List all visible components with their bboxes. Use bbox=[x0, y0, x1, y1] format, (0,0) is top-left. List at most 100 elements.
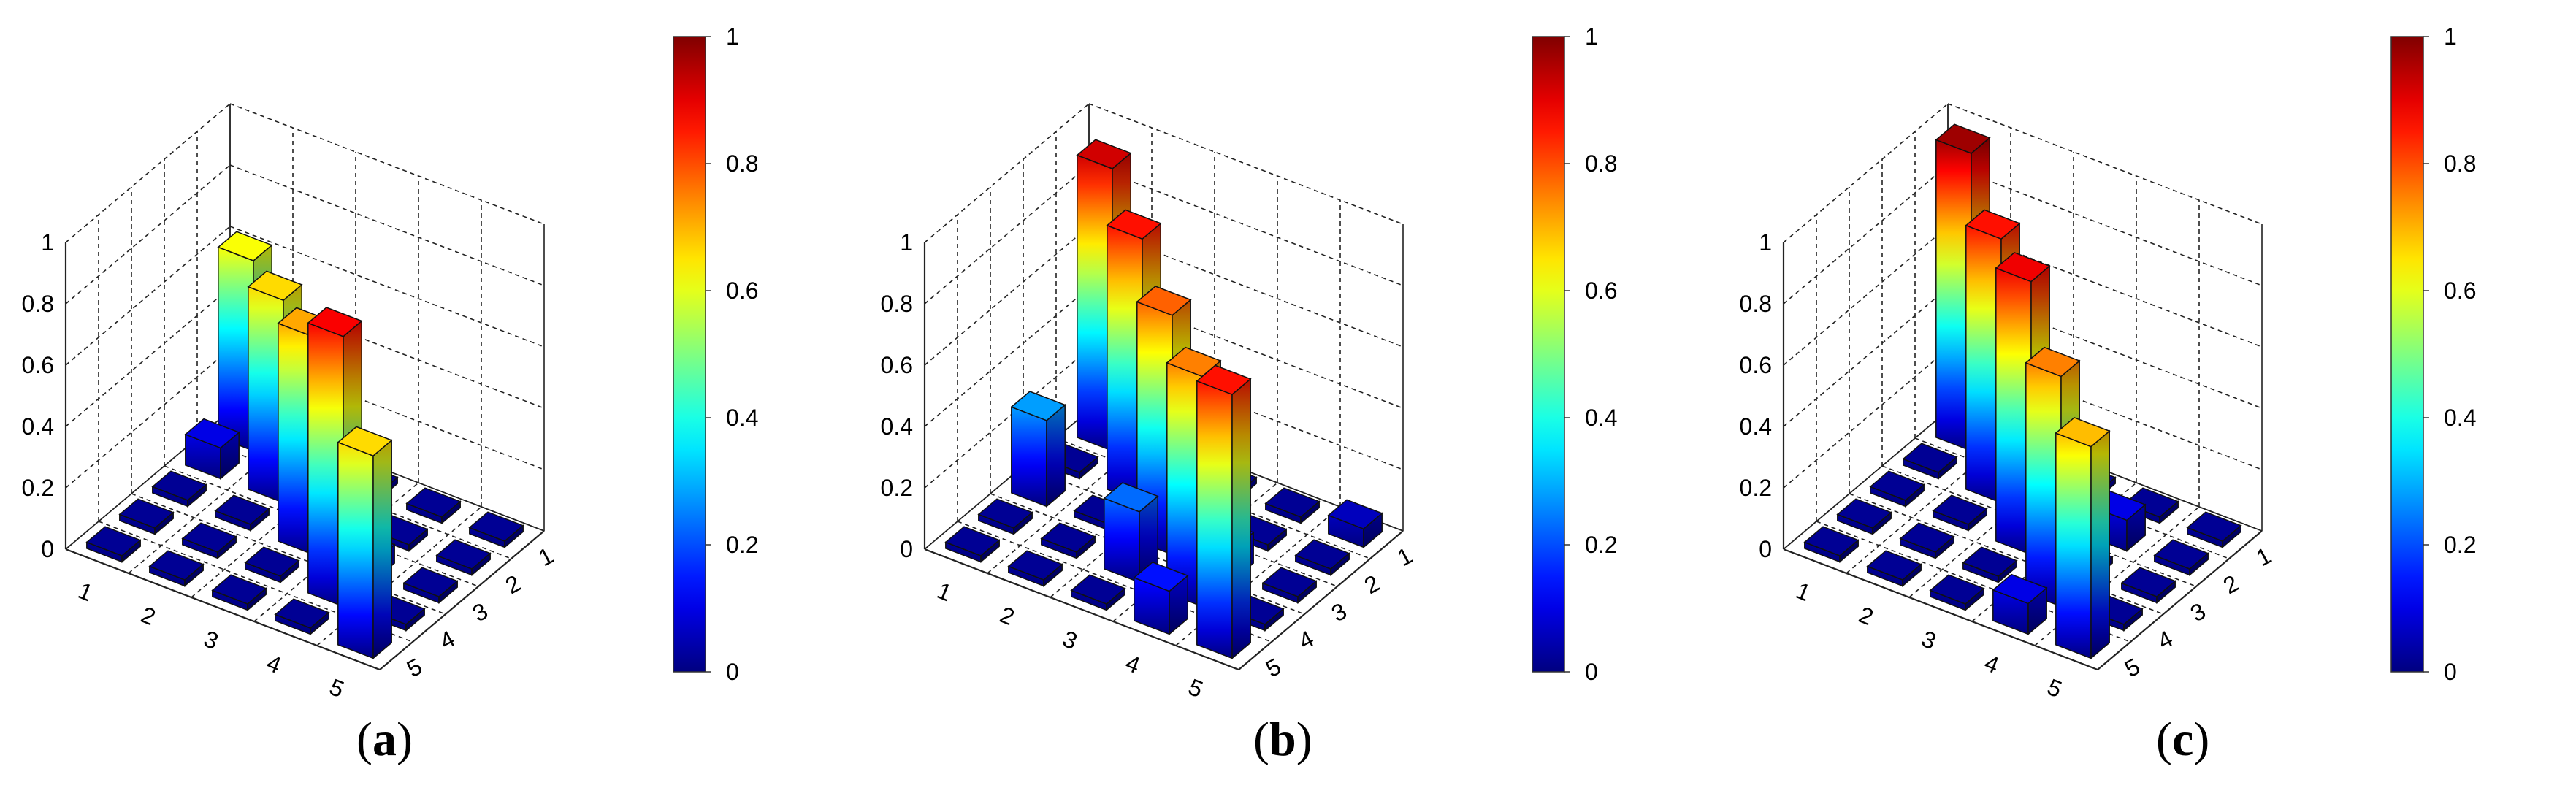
colorbar-tick-label: 0.4 bbox=[1585, 405, 1617, 431]
bar-5-1 bbox=[944, 526, 1001, 564]
colorbar-tick-label: 0.2 bbox=[1585, 532, 1617, 558]
x-tick-label: 3 bbox=[1918, 625, 1940, 654]
bar-3-1 bbox=[1010, 391, 1066, 508]
caption-c: (c) bbox=[2156, 712, 2209, 768]
y-tick-label: 2 bbox=[1360, 570, 1384, 599]
bar-5-5 bbox=[1196, 364, 1252, 660]
colorbar-tick-label: 0 bbox=[726, 659, 739, 685]
y-tick-label: 1 bbox=[2252, 542, 2276, 571]
z-tick-label: 1 bbox=[1759, 229, 1772, 256]
x-tick-label: 1 bbox=[74, 577, 96, 606]
x-tick-label: 5 bbox=[2044, 673, 2065, 703]
colorbar-tick-label: 0.6 bbox=[1585, 278, 1617, 304]
z-tick-label: 0.4 bbox=[1740, 413, 1772, 440]
caption-label-b: b bbox=[1269, 713, 1296, 766]
bar-5-2 bbox=[1007, 550, 1063, 588]
x-tick-label: 4 bbox=[1122, 649, 1144, 678]
bar-5-2 bbox=[148, 550, 205, 588]
y-tick-label: 3 bbox=[468, 597, 492, 627]
caption-a: (a) bbox=[356, 712, 413, 768]
panel-a: 0 0.2 0.4 0.6 0.8 1 1 2 3 4 5 1 2 3 4 5 0 0.2 0.4 0.6 0.8 1 (… bbox=[0, 0, 858, 796]
colorbar-tick-label: 0.6 bbox=[726, 278, 758, 304]
bar-1-5 bbox=[468, 511, 524, 549]
bar-5-5 bbox=[337, 426, 393, 660]
z-tick-label: 0.2 bbox=[881, 475, 913, 501]
bar-4-2 bbox=[1899, 522, 1955, 560]
bar-2-5 bbox=[2153, 539, 2209, 577]
colorbar-gradient bbox=[673, 36, 706, 673]
colorbar-tick-label: 1 bbox=[726, 23, 739, 50]
z-tick-label: 0.8 bbox=[881, 291, 913, 317]
caption-open-c: ( bbox=[2156, 713, 2172, 766]
bars bbox=[944, 139, 1383, 660]
bar-5-3 bbox=[211, 574, 267, 612]
bar-5-5 bbox=[2055, 416, 2111, 660]
y-tick-label: 4 bbox=[435, 625, 459, 654]
panel-c: 0 0.2 0.4 0.6 0.8 1 1 2 3 4 5 1 2 3 4 5 0 0.2 0.4 0.6 0.8 1 (… bbox=[1718, 0, 2576, 796]
colorbar: 0 0.2 0.4 0.6 0.8 1 bbox=[1532, 23, 1617, 685]
z-tick-label: 0 bbox=[900, 536, 913, 562]
bar-1-4 bbox=[1264, 487, 1321, 525]
bar-5-1 bbox=[85, 526, 142, 564]
colorbar-tick-label: 1 bbox=[1585, 23, 1598, 50]
bar-2-5 bbox=[1294, 539, 1350, 577]
colorbar-tick-label: 0.4 bbox=[2444, 405, 2476, 431]
y-tick-label: 1 bbox=[534, 542, 558, 571]
z-tick-label: 0 bbox=[1759, 536, 1772, 562]
z-tick-label: 0.4 bbox=[22, 413, 54, 440]
y-tick-label: 1 bbox=[1393, 542, 1417, 571]
colorbar-tick-label: 0.2 bbox=[2444, 532, 2476, 558]
caption-label-a: a bbox=[372, 713, 397, 766]
y-tick-label: 3 bbox=[1327, 597, 1351, 627]
x-tick-label: 2 bbox=[137, 601, 159, 630]
bar-3-5 bbox=[2120, 567, 2176, 605]
x-tick-label: 5 bbox=[1185, 673, 1207, 703]
bar-4-3 bbox=[1962, 546, 2018, 584]
x-tick-label: 3 bbox=[1059, 625, 1081, 654]
bar-3-2 bbox=[214, 494, 270, 532]
bar-3-1 bbox=[1869, 470, 1925, 508]
y-tick-label: 4 bbox=[2153, 625, 2177, 654]
z-tick-label: 0.6 bbox=[881, 352, 913, 378]
bar-4-2 bbox=[181, 522, 237, 560]
bar-3-5 bbox=[1261, 567, 1318, 605]
y-tick-label: 4 bbox=[1294, 625, 1318, 654]
bar-1-5 bbox=[2186, 511, 2242, 549]
bars bbox=[85, 231, 524, 660]
caption-open-a: ( bbox=[356, 713, 372, 766]
colorbar-tick-label: 0 bbox=[1585, 659, 1598, 685]
x-tick-label: 1 bbox=[1792, 577, 1814, 606]
bar-3-5 bbox=[402, 567, 459, 605]
y-tick-label: 5 bbox=[1261, 653, 1285, 682]
bar-4-1 bbox=[118, 498, 175, 536]
bar-5-1 bbox=[1803, 526, 1860, 564]
panel-b: 0 0.2 0.4 0.6 0.8 1 1 2 3 4 5 1 2 3 4 5 0 0.2 0.4 0.6 0.8 1 (… bbox=[859, 0, 1717, 796]
colorbar-tick-label: 0.8 bbox=[1585, 150, 1617, 177]
colorbar: 0 0.2 0.4 0.6 0.8 1 bbox=[673, 23, 758, 685]
bar-1-5 bbox=[1327, 499, 1383, 549]
colorbar: 0 0.2 0.4 0.6 0.8 1 bbox=[2390, 23, 2476, 685]
bar-3-2 bbox=[1932, 494, 1988, 532]
colorbar-tick-label: 1 bbox=[2444, 23, 2457, 50]
z-tick-label: 0.8 bbox=[1740, 291, 1772, 317]
z-tick-label: 0.2 bbox=[1740, 475, 1772, 501]
caption-close-a: ) bbox=[396, 713, 413, 766]
x-tick-label: 3 bbox=[200, 625, 222, 654]
bar-2-1 bbox=[184, 418, 240, 481]
bars bbox=[1803, 123, 2242, 660]
z-tick-label: 0 bbox=[41, 536, 54, 562]
colorbar-tick-label: 0.8 bbox=[726, 150, 758, 177]
z-tick-label: 0.6 bbox=[22, 352, 54, 378]
z-tick-label: 0.4 bbox=[881, 413, 913, 440]
colorbar-gradient bbox=[1532, 36, 1565, 673]
colorbar-gradient bbox=[2390, 36, 2424, 673]
bar-4-1 bbox=[977, 498, 1033, 536]
caption-close-b: ) bbox=[1296, 713, 1312, 766]
z-tick-label: 0.8 bbox=[22, 291, 54, 317]
z-tick-label: 0.6 bbox=[1740, 352, 1772, 378]
x-tick-label: 4 bbox=[1981, 649, 2003, 678]
bar-5-4 bbox=[1992, 573, 2048, 636]
